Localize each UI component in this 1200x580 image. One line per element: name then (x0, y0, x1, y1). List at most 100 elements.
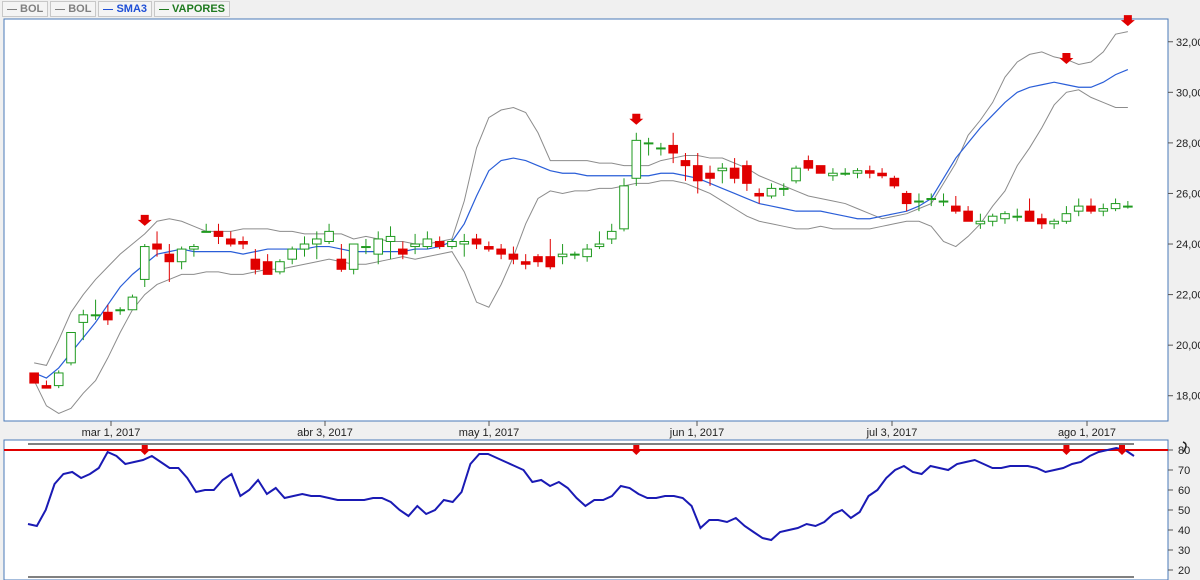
price-y-tick-label: 18,00 (1176, 391, 1200, 403)
candle-up (385, 235, 396, 242)
candle-up (594, 243, 605, 248)
candle-up (1000, 213, 1010, 220)
candle-up (975, 220, 986, 225)
candle-down (262, 261, 273, 275)
candle-down (545, 256, 556, 268)
candle-down (225, 238, 236, 245)
candle-up (557, 253, 568, 258)
candle-up (275, 261, 285, 273)
candle-down (889, 177, 900, 187)
candle-up (361, 246, 371, 249)
price-y-tick-label: 22,00 (1176, 290, 1200, 302)
candle-up (459, 240, 470, 245)
sell-signal-arrow (1059, 53, 1074, 65)
candle-up (1123, 205, 1133, 208)
sell-signal-arrow (629, 113, 644, 125)
x-tick-label: jun 1, 2017 (669, 427, 724, 439)
resize-handle-icon (1182, 441, 1187, 453)
candle-up (78, 314, 89, 323)
candle-up (643, 142, 654, 145)
candle-down (815, 165, 826, 174)
candle-down (164, 253, 175, 263)
candle-up (422, 238, 433, 248)
legend-label: SMA3 (116, 3, 148, 15)
candle-up (348, 243, 359, 270)
candle-down (864, 170, 875, 174)
candle-up (1049, 220, 1059, 225)
candle-down (692, 165, 703, 182)
candle-down (496, 248, 506, 255)
candle-up (1012, 215, 1023, 218)
candle-up (987, 215, 998, 222)
candle-down (963, 210, 973, 222)
candle-down (213, 230, 224, 237)
price-y-tick-label: 32,00 (1176, 37, 1200, 49)
price-plot-area (3, 18, 1169, 422)
candle-down (729, 167, 740, 179)
price-y-tick-label: 26,00 (1176, 188, 1200, 200)
candle-down (754, 192, 764, 197)
candle-down (1086, 205, 1096, 212)
bollinger-lower-line (33, 89, 1128, 414)
candle-up (324, 230, 334, 242)
candle-up (447, 240, 457, 248)
osc-signal-arrow (1060, 445, 1073, 455)
candle-down (471, 238, 482, 245)
candle-down (877, 172, 887, 177)
candle-up (1098, 208, 1109, 212)
candle-up (201, 230, 211, 233)
legend-item-vapores[interactable]: VAPORES (154, 1, 231, 17)
candle-down (434, 240, 445, 248)
price-y-tick-label: 20,00 (1176, 340, 1200, 352)
candle-up (1061, 213, 1072, 222)
osc-y-tick-label: 20 (1178, 565, 1190, 577)
candle-up (914, 200, 924, 203)
osc-signal-arrow (138, 445, 151, 455)
legend-label: VAPORES (172, 3, 226, 15)
x-tick-label: ago 1, 2017 (1058, 427, 1116, 439)
candle-up (631, 139, 642, 179)
price-y-tick-label: 28,00 (1176, 138, 1200, 150)
sell-signal-arrow (1120, 15, 1135, 27)
candle-down (103, 311, 113, 321)
candle-up (656, 147, 666, 150)
legend-item-bol[interactable]: BOL (50, 1, 97, 17)
candle-down (398, 248, 408, 255)
candle-up (115, 309, 125, 312)
candle-down (705, 172, 715, 179)
candle-up (828, 172, 838, 177)
candle-up (582, 248, 592, 258)
candle-up (127, 296, 138, 311)
candle-up (189, 246, 199, 250)
candle-down (533, 256, 543, 263)
candle-up (287, 248, 298, 260)
candle-down (668, 144, 678, 154)
candle-up (299, 243, 310, 250)
candle-up (1110, 203, 1121, 210)
candle-down (680, 160, 691, 167)
osc-y-tick-label: 70 (1178, 465, 1190, 477)
candle-down (238, 240, 248, 245)
legend-item-bol[interactable]: BOL (2, 1, 49, 17)
candle-down (41, 385, 52, 389)
osc-y-tick-label: 40 (1178, 525, 1190, 537)
candle-down (901, 192, 912, 205)
candle-up (778, 187, 789, 190)
candle-up (840, 172, 851, 175)
candle-up (717, 167, 728, 172)
candle-up (606, 230, 617, 240)
legend-swatch (103, 8, 114, 10)
legend-swatch (55, 8, 66, 10)
osc-signal-arrow (630, 445, 643, 455)
candle-down (250, 258, 261, 270)
candle-up (938, 200, 949, 203)
candle-up (311, 238, 322, 245)
candle-down (951, 205, 961, 212)
legend-item-sma3[interactable]: SMA3 (98, 1, 153, 17)
legend-label: BOL (68, 3, 92, 15)
candle-up (766, 187, 777, 197)
candle-up (791, 167, 801, 182)
candle-down (1024, 210, 1035, 222)
candle-up (1073, 205, 1084, 212)
